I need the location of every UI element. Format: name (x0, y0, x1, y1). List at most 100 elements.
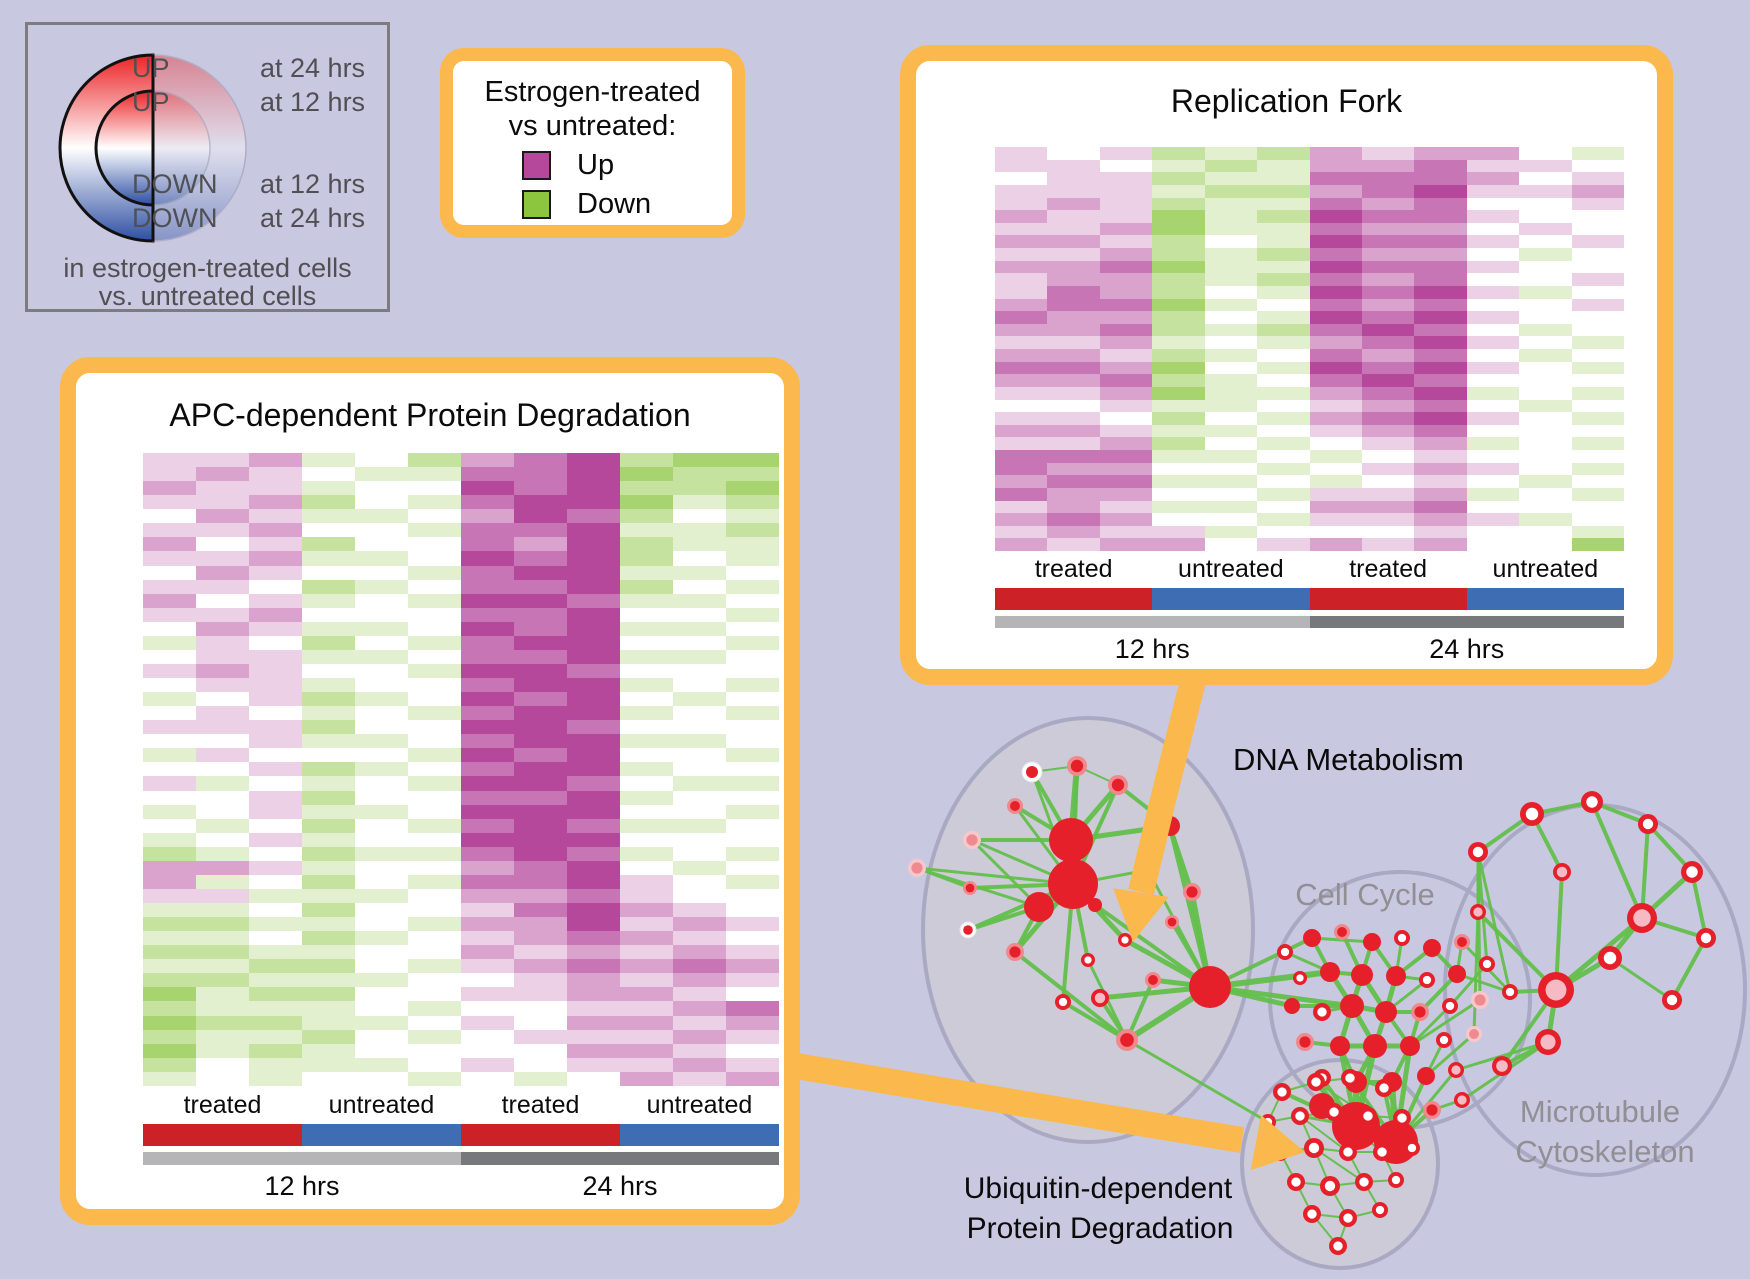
apc-time-labels: 12 hrs 24 hrs (143, 1171, 779, 1202)
heatmap-cell (673, 579, 726, 594)
heatmap-cell (1047, 172, 1100, 185)
heatmap-row (995, 311, 1625, 324)
heatmap-cell (514, 523, 567, 538)
heatmap-cell (726, 635, 779, 650)
heatmap-cell (408, 495, 461, 510)
network-node-hole (1308, 1142, 1320, 1154)
heatmap-cell (355, 903, 408, 918)
heatmap-cell (1152, 500, 1205, 514)
network-node-core (1026, 766, 1038, 778)
legend-dir-label: DOWN (132, 203, 218, 233)
heatmap-cell (302, 903, 355, 918)
heatmap-cell (1099, 336, 1153, 349)
heatmap-cell (1414, 222, 1467, 236)
treated-bar (995, 588, 1153, 610)
heatmap-cell (1571, 311, 1625, 324)
heatmap-row (143, 678, 779, 693)
heatmap-row (995, 500, 1625, 514)
heatmap-cell (1047, 412, 1100, 425)
heatmap-cell (1257, 260, 1310, 274)
heatmap-cell (995, 248, 1048, 261)
heatmap-cell (249, 678, 302, 693)
heatmap-cell (196, 579, 249, 594)
heatmap-row (995, 159, 1625, 173)
network-node-core (1010, 801, 1020, 811)
heatmap-cell (1204, 222, 1258, 236)
heatmap-cell (995, 513, 1048, 526)
heatmap-cell (620, 776, 673, 791)
heatmap-cell (726, 931, 779, 946)
heatmap-cell (1361, 248, 1415, 261)
heatmap-cell (567, 481, 620, 496)
heatmap-cell (1571, 222, 1625, 236)
heatmap-cell (673, 720, 726, 735)
heatmap-cell (143, 931, 196, 946)
network-label: Cell Cycle (1295, 877, 1435, 912)
heatmap-cell (620, 635, 673, 650)
heatmap-cell (726, 748, 779, 763)
heatmap-cell (726, 537, 779, 552)
heatmap-cell (1361, 311, 1415, 324)
network-node-hole (1311, 1077, 1321, 1087)
network-edge (1476, 910, 1558, 992)
heatmap-row (143, 832, 779, 847)
heatmap-cell (567, 945, 620, 960)
heatmap-cell (620, 818, 673, 833)
heatmap-cell (408, 635, 461, 650)
heatmap-cell (302, 453, 355, 468)
heatmap-cell (1571, 197, 1625, 211)
heatmap-cell (1257, 349, 1310, 362)
heatmap-cell (461, 832, 514, 847)
heatmap-cell (408, 1071, 461, 1086)
heatmap-cell (514, 903, 567, 918)
heatmap-cell (302, 1001, 355, 1016)
network-node-hole (1359, 1177, 1369, 1187)
heatmap-cell (1414, 349, 1467, 362)
legend-time-label: at 12 hrs (260, 87, 366, 117)
heatmap-cell (461, 692, 514, 707)
heatmap-cell (567, 678, 620, 693)
heatmap-cell (1099, 273, 1153, 286)
heatmap-cell (461, 776, 514, 791)
heatmap-cell (1414, 159, 1467, 173)
heatmap-cell (1519, 273, 1572, 286)
heatmap-row (143, 1071, 779, 1086)
heatmap-cell (726, 832, 779, 847)
heatmap-cell (726, 776, 779, 791)
heatmap-cell (1257, 475, 1310, 488)
heatmap-cell (1309, 475, 1362, 488)
12hrs-bar (995, 616, 1310, 628)
heatmap-cell (408, 973, 461, 988)
heatmap-row (143, 720, 779, 735)
group-label: treated (1349, 555, 1428, 583)
heatmap-cell (620, 621, 673, 636)
heatmap-cell (514, 790, 567, 805)
heatmap-cell (514, 1029, 567, 1044)
heatmap-cell (1519, 412, 1572, 425)
heatmap-cell (1309, 500, 1362, 514)
network-node-core (965, 883, 975, 893)
network-edge (1455, 972, 1512, 994)
heatmap-cell (302, 1015, 355, 1030)
heatmap-cell (673, 593, 726, 608)
heatmap-cell (143, 860, 196, 875)
heatmap-cell (1414, 323, 1467, 337)
heatmap-cell (567, 790, 620, 805)
heatmap-cell (1047, 475, 1100, 488)
heatmap-cell (1257, 235, 1310, 248)
heatmap-cell (302, 1043, 355, 1058)
heatmap-cell (196, 692, 249, 707)
heatmap-cell (249, 734, 302, 749)
heatmap-cell (196, 903, 249, 918)
heatmap-cell (1204, 500, 1258, 514)
heatmap-cell (1414, 487, 1467, 501)
network-node-hole (1317, 1007, 1327, 1017)
network-node-hole (1343, 1147, 1353, 1157)
heatmap-cell (1309, 487, 1362, 501)
heatmap-cell (1257, 450, 1310, 463)
heatmap-cell (1519, 210, 1572, 223)
heatmap-cell (726, 720, 779, 735)
network-node-hole (1633, 909, 1651, 927)
heatmap-cell (461, 523, 514, 538)
heatmap-cell (408, 579, 461, 594)
